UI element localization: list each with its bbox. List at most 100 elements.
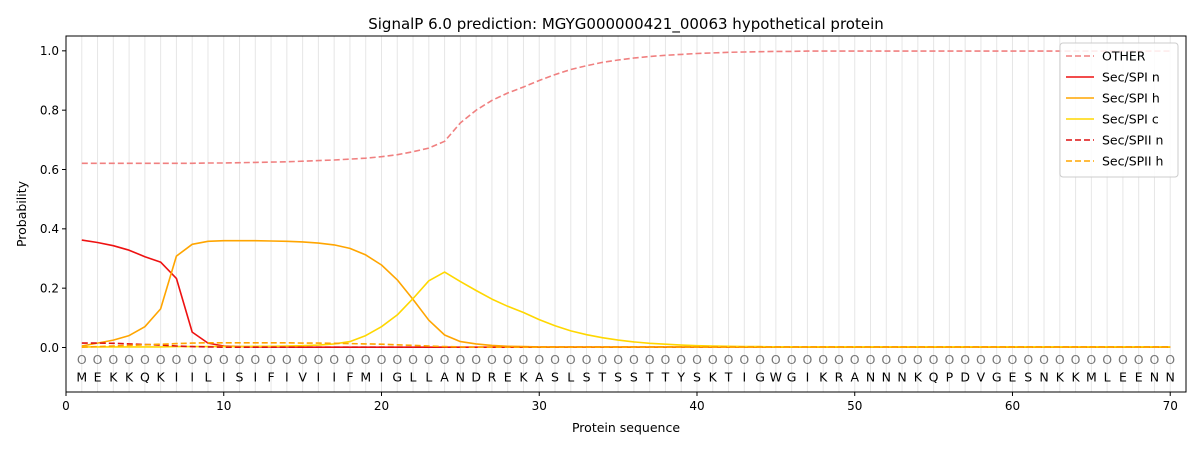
region-marker: O (124, 352, 134, 367)
residue-label: S (1024, 370, 1032, 385)
sequence-layer: OMOEOKOKOQOKOIOIOLOIOSOIOFOIOVOIOIOFOMOI… (76, 352, 1175, 385)
x-tick-label: 60 (1005, 399, 1020, 413)
residue-label: K (709, 370, 718, 385)
residue-label: I (190, 370, 194, 385)
region-marker: O (1118, 352, 1128, 367)
plot-frame (65, 35, 1187, 393)
region-marker: O (503, 352, 513, 367)
region-marker: O (582, 352, 592, 367)
region-marker: O (235, 352, 245, 367)
x-tick-label: 10 (216, 399, 231, 413)
residue-label: Q (140, 370, 150, 385)
y-axis-ticks: 0.0 0.2 0.4 0.6 0.8 1.0 (40, 44, 66, 355)
series-line-sec-spi-n (81, 239, 1171, 349)
series-line-sec-spi-h (81, 239, 1171, 348)
legend-entry: Sec/SPI c (1102, 112, 1159, 127)
region-marker: O (755, 352, 765, 367)
region-marker: O (1055, 352, 1065, 367)
region-marker: O (298, 352, 308, 367)
residue-label: M (1086, 370, 1097, 385)
residue-label: I (175, 370, 179, 385)
residue-label: S (630, 370, 638, 385)
region-marker: O (408, 352, 418, 367)
series-layer (81, 50, 1171, 349)
region-marker: O (377, 352, 387, 367)
region-marker: O (960, 352, 970, 367)
region-marker: O (313, 352, 323, 367)
chart-title: SignalP 6.0 prediction: MGYG000000421_00… (368, 15, 884, 34)
region-marker: O (140, 352, 150, 367)
residue-label: S (583, 370, 591, 385)
region-marker: O (534, 352, 544, 367)
residue-label: G (392, 370, 402, 385)
residue-label: P (946, 370, 954, 385)
region-marker: O (944, 352, 954, 367)
region-marker: O (550, 352, 560, 367)
region-marker: O (156, 352, 166, 367)
residue-label: E (1135, 370, 1143, 385)
residue-label: N (1150, 370, 1159, 385)
residue-label: S (614, 370, 622, 385)
region-marker: O (203, 352, 213, 367)
residue-label: T (661, 370, 670, 385)
residue-label: I (253, 370, 257, 385)
residue-label: A (850, 370, 859, 385)
x-axis-ticks: 0 10 20 30 40 50 60 70 (62, 392, 1178, 413)
region-marker: O (1039, 352, 1049, 367)
legend-entry: Sec/SPII n (1102, 133, 1163, 148)
region-marker: O (519, 352, 529, 367)
residue-label: Q (929, 370, 939, 385)
residue-label: N (1166, 370, 1175, 385)
residue-label: I (285, 370, 289, 385)
region-marker: O (172, 352, 182, 367)
y-tick-label: 0.0 (40, 341, 59, 355)
y-tick-label: 0.4 (40, 222, 59, 236)
series-line-other (81, 50, 1171, 165)
region-marker: O (361, 352, 371, 367)
residue-label: K (1071, 370, 1080, 385)
residue-label: R (488, 370, 497, 385)
residue-label: F (346, 370, 353, 385)
region-marker: O (487, 352, 497, 367)
region-marker: O (676, 352, 686, 367)
region-marker: O (613, 352, 623, 367)
residue-label: S (236, 370, 244, 385)
residue-label: L (567, 370, 574, 385)
residue-label: N (866, 370, 875, 385)
region-marker: O (566, 352, 576, 367)
residue-label: S (551, 370, 559, 385)
residue-label: R (835, 370, 844, 385)
region-marker: O (266, 352, 276, 367)
residue-label: D (960, 370, 970, 385)
residue-label: N (456, 370, 465, 385)
region-marker: O (597, 352, 607, 367)
residue-label: N (1039, 370, 1048, 385)
residue-label: K (914, 370, 923, 385)
residue-label: N (897, 370, 906, 385)
y-tick-label: 1.0 (40, 44, 59, 58)
region-marker: O (834, 352, 844, 367)
y-tick-label: 0.2 (40, 281, 59, 295)
residue-label: L (410, 370, 417, 385)
region-marker: O (471, 352, 481, 367)
legend-entry: Sec/SPI n (1102, 70, 1160, 85)
residue-label: E (1009, 370, 1017, 385)
residue-label: I (222, 370, 226, 385)
x-tick-label: 40 (689, 399, 704, 413)
residue-label: E (94, 370, 102, 385)
region-marker: O (455, 352, 465, 367)
region-marker: O (424, 352, 434, 367)
residue-label: L (425, 370, 432, 385)
y-tick-label: 0.8 (40, 103, 59, 117)
region-marker: O (739, 352, 749, 367)
region-marker: O (1023, 352, 1033, 367)
x-tick-label: 0 (62, 399, 70, 413)
x-tick-label: 50 (847, 399, 862, 413)
region-marker: O (1071, 352, 1081, 367)
residue-label: Y (676, 370, 685, 385)
region-marker: O (818, 352, 828, 367)
residue-label: T (724, 370, 733, 385)
region-marker: O (250, 352, 260, 367)
region-marker: O (866, 352, 876, 367)
